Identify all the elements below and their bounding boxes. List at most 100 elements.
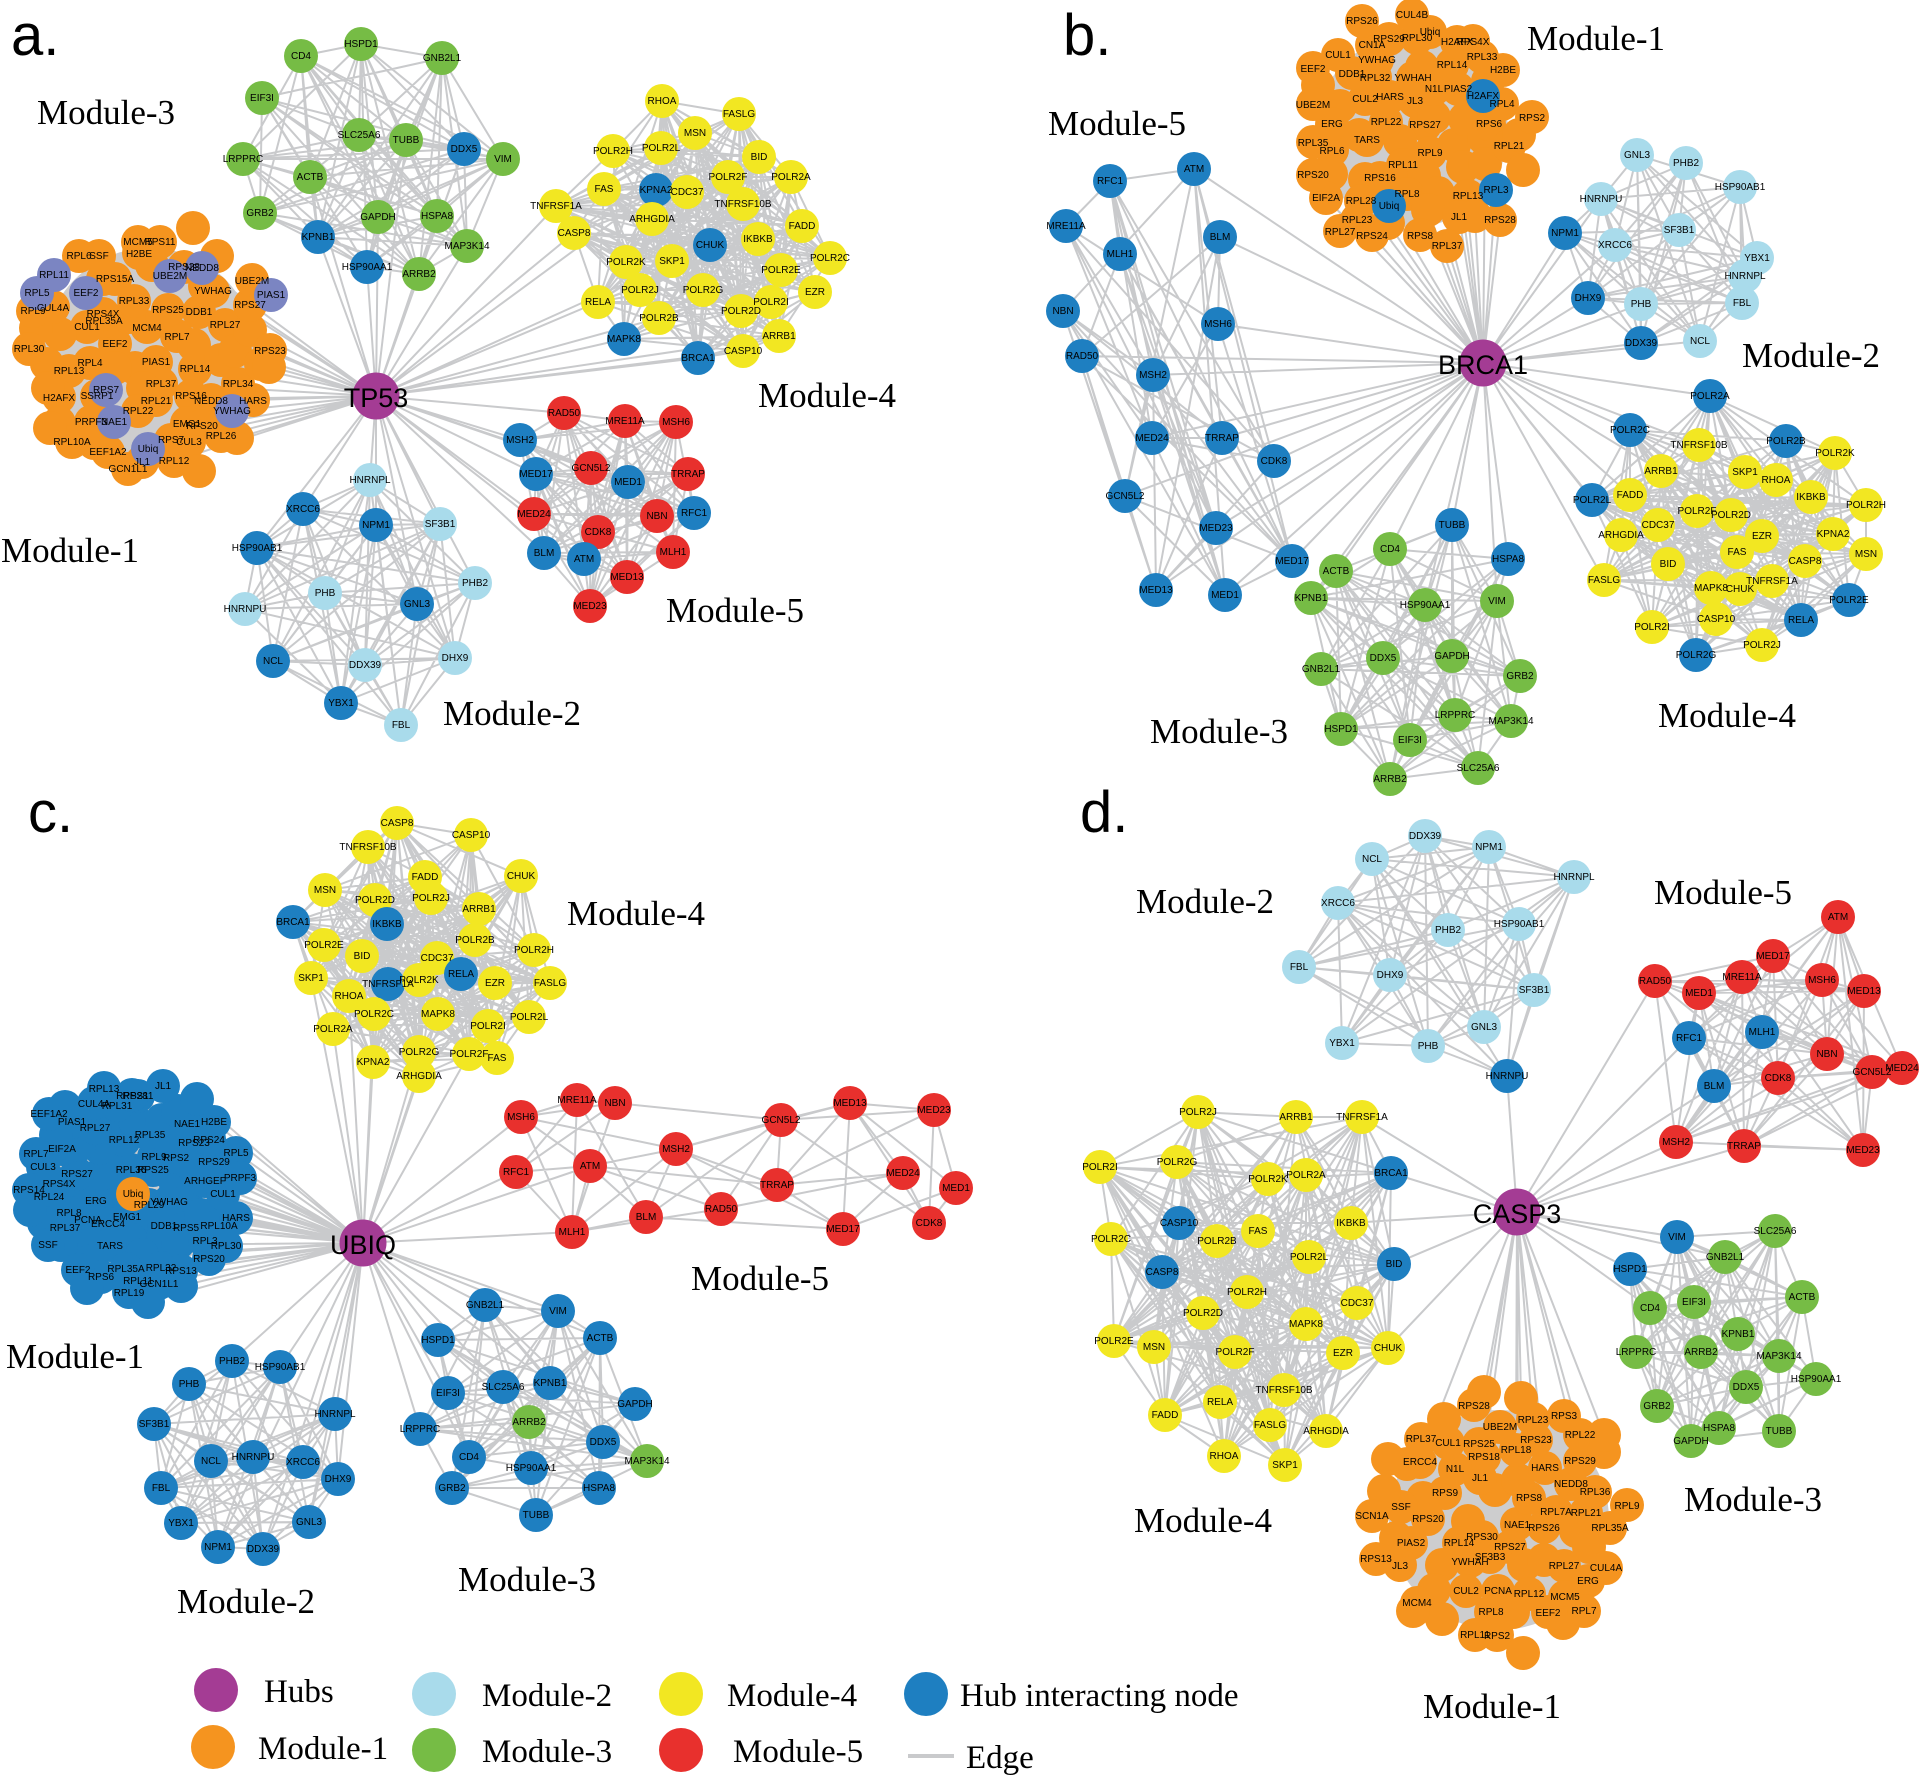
svg-text:GCN5L2: GCN5L2 [1106, 491, 1145, 502]
svg-text:MED17: MED17 [826, 1224, 860, 1235]
svg-text:BLM: BLM [1210, 232, 1231, 243]
svg-text:SLC25A6: SLC25A6 [338, 130, 381, 141]
svg-text:POLR2H: POLR2H [1227, 1287, 1267, 1298]
svg-text:VIM: VIM [494, 154, 512, 165]
svg-text:GNB2L1: GNB2L1 [1706, 1252, 1745, 1263]
svg-text:POLR2F: POLR2F [1678, 506, 1717, 517]
svg-text:VIM: VIM [1668, 1232, 1686, 1243]
svg-text:SKP1: SKP1 [298, 973, 324, 984]
svg-text:CASP10: CASP10 [1697, 614, 1736, 625]
svg-text:YBX1: YBX1 [1744, 253, 1770, 264]
svg-text:MED13: MED13 [833, 1098, 867, 1109]
svg-text:RPS23: RPS23 [178, 1138, 210, 1149]
svg-text:CUL1: CUL1 [74, 322, 100, 333]
svg-text:PHB: PHB [315, 588, 336, 599]
svg-text:Module-4: Module-4 [727, 1678, 857, 1714]
svg-text:ARRB1: ARRB1 [1644, 466, 1678, 477]
svg-text:LRPPRC: LRPPRC [223, 154, 264, 165]
svg-text:SF3B1: SF3B1 [425, 519, 456, 530]
svg-text:H2BE: H2BE [126, 249, 152, 260]
svg-text:RPS7: RPS7 [158, 435, 185, 446]
svg-text:PHB: PHB [1418, 1041, 1439, 1052]
svg-text:HSP90AB1: HSP90AB1 [255, 1362, 306, 1373]
svg-text:RELA: RELA [448, 969, 474, 980]
svg-text:ARHGDIA: ARHGDIA [1303, 1426, 1349, 1437]
svg-text:Module-1: Module-1 [258, 1731, 388, 1767]
svg-text:EIF3I: EIF3I [1398, 735, 1422, 746]
svg-text:NCL: NCL [1690, 336, 1710, 347]
svg-text:PHB2: PHB2 [219, 1356, 246, 1367]
svg-text:POLR2A: POLR2A [1690, 391, 1730, 402]
svg-text:GNB2L1: GNB2L1 [1302, 664, 1341, 675]
svg-text:POLR2E: POLR2E [1829, 595, 1869, 606]
svg-text:DDX39: DDX39 [349, 660, 382, 671]
svg-text:MAP3K14: MAP3K14 [1488, 716, 1533, 727]
svg-text:POLR2E: POLR2E [1094, 1336, 1134, 1347]
svg-text:KPNB1: KPNB1 [1722, 1329, 1755, 1340]
svg-text:TNFRSF10B: TNFRSF10B [1255, 1385, 1313, 1396]
svg-text:HSPD1: HSPD1 [1324, 724, 1358, 735]
svg-text:KPNA2: KPNA2 [1817, 529, 1850, 540]
svg-text:BLM: BLM [534, 548, 555, 559]
svg-text:POLR2L: POLR2L [1573, 495, 1612, 506]
svg-text:CUL3: CUL3 [30, 1162, 56, 1173]
svg-text:PHB2: PHB2 [1673, 158, 1700, 169]
svg-text:Ubiq: Ubiq [123, 1189, 144, 1200]
svg-text:TRRAP: TRRAP [671, 469, 705, 480]
svg-text:TUBB: TUBB [393, 135, 420, 146]
svg-text:MED1: MED1 [1685, 988, 1713, 999]
svg-text:HSPA8: HSPA8 [1492, 554, 1524, 565]
svg-text:RPL27: RPL27 [1549, 1561, 1580, 1572]
svg-text:SKP1: SKP1 [1732, 467, 1758, 478]
svg-text:FASLG: FASLG [723, 109, 755, 120]
svg-text:RPL14: RPL14 [180, 364, 211, 375]
svg-text:DDX39: DDX39 [247, 1544, 280, 1555]
svg-text:MSH6: MSH6 [1808, 975, 1836, 986]
svg-text:ACTB: ACTB [587, 1333, 614, 1344]
svg-text:TNFRSF1A: TNFRSF1A [1336, 1112, 1388, 1123]
svg-text:RPL21: RPL21 [141, 396, 172, 407]
svg-text:SF3B1: SF3B1 [1664, 225, 1695, 236]
svg-text:GAPDH: GAPDH [617, 1399, 653, 1410]
svg-text:POLR2D: POLR2D [1711, 510, 1751, 521]
svg-text:UBE2M: UBE2M [235, 276, 269, 287]
svg-text:POLR2K: POLR2K [1815, 448, 1855, 459]
svg-text:ERCC4: ERCC4 [1403, 1457, 1437, 1468]
svg-text:RPL4: RPL4 [1489, 99, 1514, 110]
svg-text:PIAS1: PIAS1 [58, 1117, 87, 1128]
svg-text:RPL8: RPL8 [1478, 1607, 1503, 1618]
svg-text:MED17: MED17 [519, 469, 553, 480]
svg-text:RPL10A: RPL10A [53, 437, 91, 448]
svg-text:RPS2: RPS2 [1484, 1631, 1511, 1642]
svg-text:BRCA1: BRCA1 [276, 917, 310, 928]
svg-text:RPL11: RPL11 [39, 270, 69, 281]
svg-text:POLR2K: POLR2K [1248, 1174, 1288, 1185]
svg-text:GNL3: GNL3 [1624, 150, 1651, 161]
svg-text:YWHAH: YWHAH [1451, 1557, 1488, 1568]
svg-text:RPL36: RPL36 [1580, 1487, 1611, 1498]
svg-text:Module-3: Module-3 [1150, 712, 1288, 751]
svg-text:NBN: NBN [646, 511, 667, 522]
svg-text:RPL32: RPL32 [146, 1263, 177, 1274]
svg-text:RAD50: RAD50 [1066, 351, 1099, 362]
svg-text:RPL9: RPL9 [1614, 1501, 1639, 1512]
svg-text:ARRB2: ARRB2 [1373, 774, 1407, 785]
svg-text:N1L: N1L [1446, 1464, 1465, 1475]
svg-text:CUL4A: CUL4A [37, 303, 70, 314]
svg-text:MED13: MED13 [1139, 585, 1173, 596]
svg-text:BRCA1: BRCA1 [1438, 350, 1528, 380]
svg-text:RPL8: RPL8 [56, 1208, 81, 1219]
svg-text:TNFRSF10B: TNFRSF10B [339, 842, 397, 853]
svg-text:HNRNPU: HNRNPU [1486, 1071, 1529, 1082]
svg-text:Module-5: Module-5 [691, 1259, 829, 1298]
svg-text:HARS: HARS [222, 1213, 250, 1224]
svg-text:HSPD1: HSPD1 [344, 39, 378, 50]
svg-text:DHX9: DHX9 [1377, 970, 1404, 981]
svg-text:RPL22: RPL22 [123, 406, 154, 417]
svg-text:RPL27: RPL27 [210, 320, 241, 331]
svg-text:POLR2C: POLR2C [1091, 1234, 1131, 1245]
svg-text:RHOA: RHOA [1210, 1451, 1239, 1462]
svg-text:RPL12: RPL12 [109, 1135, 140, 1146]
svg-text:CD4: CD4 [1640, 1303, 1660, 1314]
svg-text:RPL26: RPL26 [206, 431, 237, 442]
